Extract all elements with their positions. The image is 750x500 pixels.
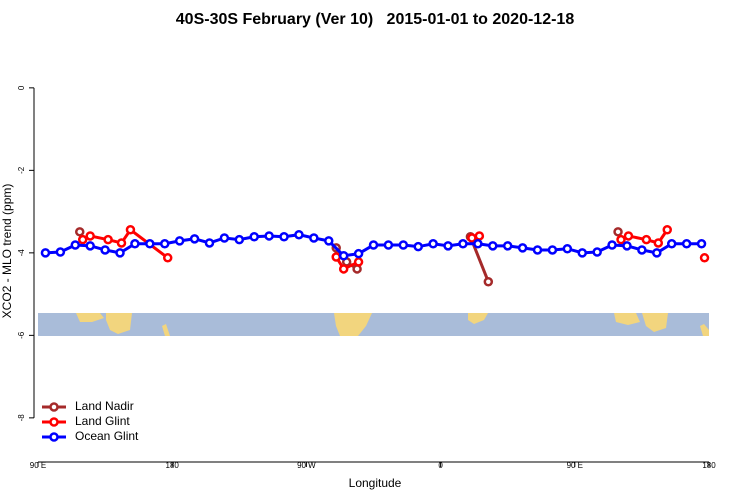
y-tick-label: -6 bbox=[17, 331, 26, 339]
legend-label: Land Nadir bbox=[75, 399, 134, 413]
data-point bbox=[189, 234, 200, 244]
data-point bbox=[264, 231, 274, 241]
land bbox=[162, 324, 170, 336]
legend-marker bbox=[49, 432, 59, 442]
data-point bbox=[159, 239, 170, 249]
data-point bbox=[219, 233, 230, 243]
land bbox=[700, 324, 709, 336]
data-point bbox=[353, 248, 364, 259]
data-point bbox=[398, 240, 409, 250]
data-point bbox=[368, 240, 379, 250]
y-axis-label: XCO2 - MLO trend (ppm) bbox=[0, 184, 14, 319]
data-point bbox=[473, 239, 483, 249]
chart-title: 40S-30S February (Ver 10) 2015-01-01 to … bbox=[176, 11, 575, 28]
data-point bbox=[234, 234, 245, 245]
data-point bbox=[443, 241, 453, 251]
data-point bbox=[532, 245, 543, 255]
data-point bbox=[616, 234, 626, 245]
data-point bbox=[100, 245, 110, 255]
data-point bbox=[383, 240, 394, 250]
data-point bbox=[607, 240, 617, 250]
data-point bbox=[622, 241, 632, 251]
legend-marker bbox=[49, 417, 59, 427]
data-point bbox=[174, 236, 185, 246]
land bbox=[334, 313, 372, 336]
data-point bbox=[353, 257, 364, 267]
data-point bbox=[338, 250, 349, 261]
data-point bbox=[483, 276, 494, 287]
data-point bbox=[77, 234, 88, 245]
data-point bbox=[338, 264, 349, 274]
land bbox=[614, 313, 640, 325]
data-point bbox=[309, 233, 319, 243]
y-tick-label: -2 bbox=[17, 166, 26, 174]
x-tick-label: 90 E bbox=[567, 461, 583, 470]
data-point bbox=[699, 253, 710, 263]
data-point bbox=[40, 248, 51, 258]
data-point bbox=[70, 240, 81, 250]
data-point bbox=[85, 241, 95, 251]
data-point bbox=[666, 239, 677, 249]
x-tick-label: 90 E bbox=[30, 461, 46, 470]
data-point bbox=[115, 248, 125, 258]
y-tick-label: 0 bbox=[17, 85, 26, 90]
data-point bbox=[562, 243, 573, 254]
data-point bbox=[613, 227, 623, 237]
data-point bbox=[592, 247, 602, 257]
data-point bbox=[652, 248, 662, 258]
legend-label: Land Glint bbox=[75, 414, 130, 428]
data-point bbox=[294, 229, 304, 240]
data-point bbox=[428, 239, 438, 249]
x-tick-label: 180 bbox=[702, 461, 716, 470]
legend-marker bbox=[49, 402, 59, 412]
data-point bbox=[130, 239, 140, 249]
data-point bbox=[696, 239, 707, 249]
data-point bbox=[662, 225, 672, 235]
data-point bbox=[204, 238, 215, 248]
data-point bbox=[623, 231, 634, 241]
data-point bbox=[75, 227, 85, 237]
map-strip bbox=[38, 313, 709, 336]
data-point bbox=[331, 252, 341, 262]
data-point bbox=[116, 238, 127, 248]
land bbox=[468, 313, 488, 324]
data-point bbox=[279, 232, 289, 242]
data-point bbox=[517, 243, 528, 253]
x-tick-label: 90 W bbox=[297, 461, 316, 470]
legend-label: Ocean Glint bbox=[75, 429, 139, 443]
data-point bbox=[162, 253, 173, 263]
data-point bbox=[85, 231, 95, 241]
land bbox=[76, 313, 104, 322]
data-point bbox=[55, 247, 66, 257]
data-point bbox=[103, 234, 113, 245]
data-point bbox=[324, 236, 334, 246]
data-point bbox=[145, 239, 155, 249]
data-point bbox=[577, 248, 588, 258]
data-point bbox=[413, 241, 423, 252]
data-point bbox=[641, 234, 652, 245]
data-point bbox=[125, 225, 136, 235]
x-tick-label: 180 bbox=[166, 461, 180, 470]
data-point bbox=[458, 239, 468, 249]
land bbox=[106, 313, 132, 334]
data-point bbox=[637, 245, 647, 255]
data-point bbox=[488, 241, 498, 251]
data-point bbox=[502, 241, 513, 251]
data-point bbox=[467, 233, 477, 243]
data-point bbox=[547, 245, 558, 255]
data-point bbox=[653, 238, 664, 248]
y-tick-label: -8 bbox=[17, 414, 26, 422]
data-point bbox=[474, 231, 485, 241]
land bbox=[642, 313, 668, 332]
data-point bbox=[681, 239, 692, 249]
x-tick-label: 0 bbox=[438, 461, 443, 470]
y-tick-label: -4 bbox=[17, 249, 26, 257]
x-axis-label: Longitude bbox=[349, 476, 402, 490]
data-point bbox=[249, 232, 259, 242]
ocean-strip bbox=[38, 313, 709, 336]
